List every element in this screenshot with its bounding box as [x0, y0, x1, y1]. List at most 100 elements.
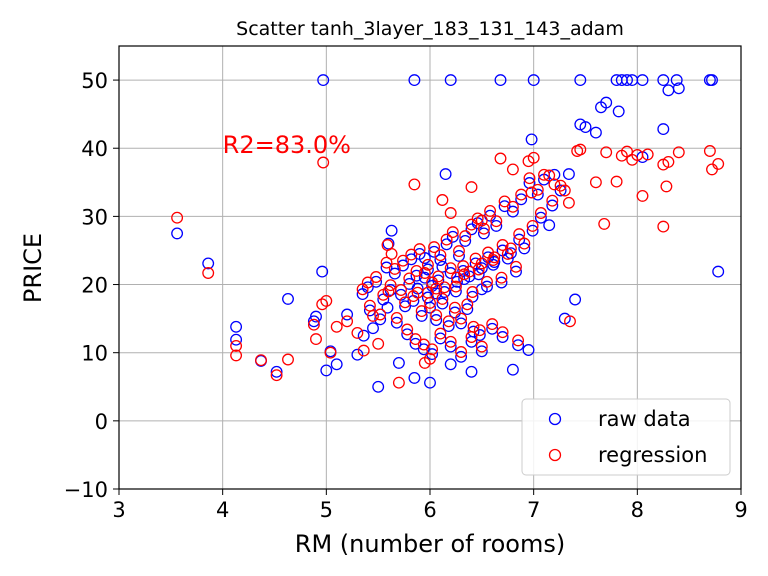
data-point: [515, 188, 528, 201]
data-point: [374, 313, 387, 326]
data-point: [600, 146, 613, 159]
y-tick-label: 20: [81, 274, 108, 298]
data-point: [403, 272, 416, 285]
data-point: [397, 259, 409, 272]
data-point: [455, 312, 468, 325]
data-point: [543, 219, 556, 232]
data-point: [413, 243, 426, 256]
y-tick-label: 50: [81, 69, 108, 93]
data-point: [392, 356, 405, 369]
data-point: [446, 230, 459, 243]
data-point: [494, 74, 507, 87]
y-tick-label: 10: [81, 342, 108, 366]
data-point: [408, 74, 421, 87]
data-points: [171, 74, 725, 393]
r2-annotation: R2=83.0%: [223, 131, 351, 159]
data-point: [357, 344, 370, 357]
data-point: [451, 275, 463, 288]
data-point: [494, 152, 507, 165]
data-point: [380, 261, 393, 274]
x-tick-label: 3: [112, 498, 125, 522]
data-point: [374, 308, 387, 321]
data-point: [444, 207, 457, 219]
data-point: [712, 265, 725, 278]
data-point: [434, 327, 447, 340]
data-point: [449, 285, 462, 298]
data-point: [436, 292, 449, 305]
data-point: [458, 268, 471, 281]
data-point: [538, 168, 550, 181]
data-point: [465, 181, 478, 194]
data-point: [496, 326, 509, 339]
data-point: [523, 172, 536, 185]
legend-marker-raw-data: [548, 412, 562, 426]
data-point: [384, 279, 397, 292]
data-point: [461, 303, 474, 316]
data-point: [465, 218, 478, 231]
data-point: [574, 143, 587, 156]
data-point: [320, 294, 333, 307]
data-point: [330, 320, 343, 333]
data-point: [408, 371, 421, 384]
data-point: [510, 265, 522, 278]
data-point: [380, 256, 393, 269]
data-point: [421, 258, 434, 271]
data-point: [610, 175, 623, 188]
data-point: [448, 306, 461, 319]
data-point: [453, 245, 465, 258]
data-point: [395, 284, 407, 296]
data-point: [636, 189, 649, 202]
x-tick-label: 6: [423, 498, 436, 522]
data-point: [471, 212, 484, 225]
data-point: [531, 183, 544, 196]
data-point: [439, 168, 452, 181]
data-point: [440, 238, 453, 251]
data-point: [324, 346, 337, 359]
data-point: [453, 249, 465, 262]
data-point: [487, 254, 500, 266]
legend-label-raw-data: raw data: [598, 407, 691, 431]
legend-label-regression: regression: [598, 443, 707, 467]
data-point: [357, 329, 370, 342]
data-point: [475, 345, 488, 358]
data-point: [455, 350, 468, 363]
data-point: [472, 263, 485, 276]
data-point: [446, 226, 459, 239]
data-point: [621, 145, 633, 158]
data-point: [409, 333, 422, 346]
data-point: [526, 224, 539, 237]
data-point: [512, 339, 525, 352]
data-point: [518, 242, 531, 255]
data-point: [589, 176, 602, 189]
data-point: [495, 276, 508, 289]
data-point: [444, 262, 457, 275]
data-point: [510, 260, 522, 273]
data-point: [562, 168, 575, 181]
data-point: [363, 299, 376, 312]
series-1: [171, 143, 725, 389]
data-point: [448, 301, 461, 314]
data-point: [424, 376, 436, 389]
legend-marker-regression: [548, 448, 562, 462]
data-point: [390, 311, 403, 324]
data-point: [465, 365, 478, 378]
data-point: [356, 283, 369, 296]
data-point: [481, 280, 493, 293]
data-point: [330, 358, 343, 371]
data-point: [490, 219, 503, 232]
data-point: [399, 296, 412, 309]
data-point: [461, 298, 474, 311]
data-point: [385, 247, 398, 260]
data-point: [554, 179, 567, 192]
data-point: [434, 254, 447, 266]
data-point: [230, 333, 243, 346]
data-point: [282, 353, 294, 366]
data-point: [475, 257, 488, 270]
data-point: [706, 74, 718, 87]
data-point: [612, 105, 625, 118]
data-point: [546, 199, 559, 212]
y-tick-label: −10: [64, 478, 108, 502]
data-point: [418, 267, 431, 279]
data-point: [392, 376, 405, 389]
data-point: [506, 205, 519, 218]
